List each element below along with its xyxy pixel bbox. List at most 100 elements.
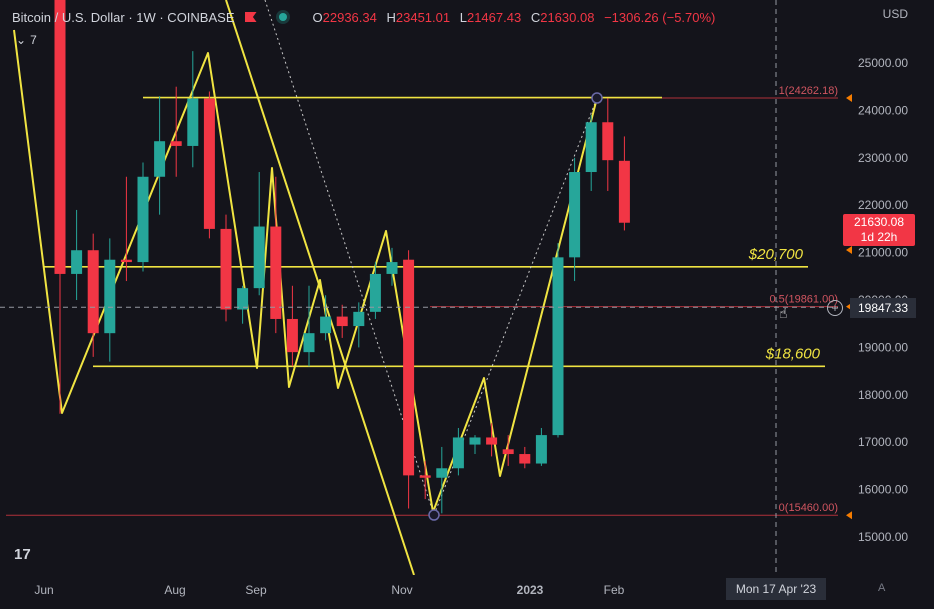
bar-countdown: 1d 22h — [860, 230, 898, 244]
candle-body — [237, 288, 249, 310]
auto-scale-button[interactable]: A — [878, 582, 886, 594]
last-price-badge: 21630.08 1d 22h — [843, 214, 915, 246]
candle-body — [502, 449, 514, 455]
candle — [618, 136, 630, 231]
candle — [386, 247, 398, 286]
candle-body — [535, 435, 547, 464]
y-tick-label: 25000.00 — [858, 56, 908, 70]
fib-level-label: 1(24262.18) — [779, 85, 838, 97]
change-value: −1306.26 (−5.70%) — [604, 9, 716, 25]
y-tick-label: 22000.00 — [858, 198, 908, 212]
add-alert-plus-icon[interactable]: + — [827, 300, 843, 316]
flag-icon[interactable] — [244, 12, 257, 22]
x-tick-label: Jun — [34, 583, 53, 597]
candle — [552, 243, 564, 438]
candle — [336, 304, 348, 338]
candle — [286, 285, 298, 367]
candle — [436, 446, 448, 514]
x-tick-label: Sep — [245, 583, 267, 597]
hand-cursor-icon: ☝ — [779, 305, 788, 321]
candle — [353, 302, 365, 348]
candle-body — [552, 257, 564, 436]
candle-body — [87, 250, 99, 334]
candle — [502, 435, 514, 466]
candle-body — [170, 141, 182, 146]
candle-body — [253, 226, 265, 289]
trend-line-yellow — [225, 0, 415, 576]
crosshair-date-badge: Mon 17 Apr '23 — [726, 578, 826, 600]
low-value: 21467.43 — [466, 9, 522, 25]
candle — [104, 238, 116, 362]
candle — [170, 86, 182, 177]
x-tick-label: Nov — [391, 583, 412, 597]
candle — [419, 461, 431, 500]
fib-marker-icon — [846, 511, 852, 520]
symbol-title[interactable]: Bitcoin / U.S. Dollar · 1W · COINBASE — [12, 9, 235, 25]
candle-body — [71, 250, 83, 274]
candle — [270, 176, 282, 334]
candle-body — [452, 437, 464, 469]
support-level-label: $18,600 — [765, 345, 821, 362]
open-value: 22936.34 — [322, 9, 377, 25]
y-tick-label: 21000.00 — [858, 246, 908, 260]
candle — [220, 214, 232, 322]
y-tick-label: 18000.00 — [858, 388, 908, 402]
y-tick-label: 24000.00 — [858, 103, 908, 117]
candle-body — [519, 454, 531, 464]
last-price-value: 21630.08 — [853, 215, 905, 229]
y-tick-label: 19000.00 — [858, 340, 908, 354]
candle — [87, 233, 99, 357]
x-tick-label: 2023 — [517, 583, 544, 597]
candle — [54, 0, 66, 414]
ohlc-values: O22936.34 H23451.01 L21467.43 C21630.08 … — [307, 10, 716, 25]
x-tick-label: Feb — [604, 583, 625, 597]
candle-body — [303, 333, 315, 353]
candle-body — [618, 160, 630, 223]
elliott-wave-zigzag — [13, 29, 598, 513]
candle — [237, 285, 249, 324]
indicators-count: 7 — [30, 33, 37, 47]
candle-body — [203, 98, 215, 229]
candle-body — [187, 98, 199, 146]
candle-body — [585, 122, 597, 173]
close-label: C — [530, 9, 541, 25]
candle-body — [336, 316, 348, 327]
candle-body — [403, 259, 415, 476]
candle — [203, 91, 215, 239]
indicators-toggle[interactable]: ⌄ 7 — [12, 31, 41, 49]
candle — [187, 51, 199, 168]
candle-body — [154, 141, 166, 177]
currency-selector[interactable]: USD — [882, 7, 908, 21]
candle-body — [270, 226, 282, 319]
low-label: L — [459, 9, 467, 25]
candle — [120, 176, 132, 282]
fib-marker-icon — [846, 93, 852, 102]
open-label: O — [312, 9, 323, 25]
fib-anchor-point — [591, 92, 603, 104]
candle — [585, 115, 597, 191]
candle-body — [286, 318, 298, 353]
chevron-down-icon: ⌄ — [16, 33, 27, 47]
candle-body — [486, 437, 498, 445]
market-status-icon — [278, 13, 287, 21]
crosshair-price-badge: 19847.33 — [850, 298, 916, 318]
candle — [535, 427, 547, 466]
candle-body — [104, 259, 116, 334]
candle — [469, 435, 481, 455]
candle-body — [137, 176, 149, 263]
high-value: 23451.01 — [395, 9, 451, 25]
alert-marker-icon — [846, 246, 852, 254]
candle-body — [369, 273, 381, 312]
candle — [303, 285, 315, 367]
candle — [486, 423, 498, 457]
candle — [452, 427, 464, 476]
tradingview-logo-icon[interactable]: 17 — [14, 546, 31, 563]
candle-body — [220, 228, 232, 310]
candle — [602, 98, 614, 191]
candle — [71, 209, 83, 300]
candle-body — [469, 437, 481, 445]
candle-body — [353, 311, 365, 327]
y-tick-label: 17000.00 — [858, 435, 908, 449]
x-tick-label: Aug — [164, 583, 185, 597]
